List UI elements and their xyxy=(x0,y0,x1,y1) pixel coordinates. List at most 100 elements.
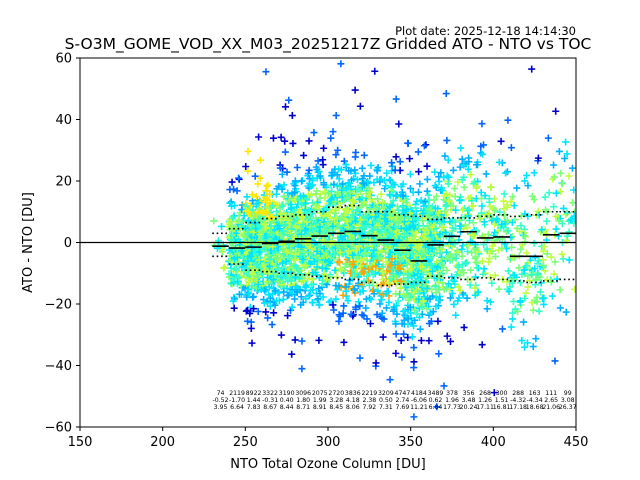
scatter-point xyxy=(240,212,248,220)
bin-stat-label: 1.80 xyxy=(296,397,310,404)
scatter-point xyxy=(274,222,282,230)
scatter-point xyxy=(273,297,281,305)
scatter-point xyxy=(498,325,506,333)
scatter-point xyxy=(353,176,361,184)
scatter-point xyxy=(349,196,357,204)
scatter-point xyxy=(320,218,328,226)
scatter-point xyxy=(260,220,268,228)
scatter-point xyxy=(449,224,457,232)
scatter-point xyxy=(229,297,237,305)
scatter-point xyxy=(478,341,486,349)
scatter-point xyxy=(415,245,423,253)
scatter-point xyxy=(433,403,441,411)
bin-stat-label: 11.21 xyxy=(410,404,428,411)
scatter-point xyxy=(410,344,418,352)
scatter-point xyxy=(389,269,397,277)
bin-stat-label: 8.67 xyxy=(263,404,277,411)
scatter-point xyxy=(500,190,508,198)
scatter-point xyxy=(252,193,260,201)
scatter-point xyxy=(327,134,335,142)
scatter-point xyxy=(363,315,371,323)
scatter-point xyxy=(355,279,363,287)
bin-stat-label: 8.91 xyxy=(313,404,327,411)
scatter-point xyxy=(550,203,558,211)
scatter-point xyxy=(262,68,270,76)
bin-stat-label: 16.81 xyxy=(493,404,511,411)
scatter-point xyxy=(340,302,348,310)
scatter-point xyxy=(392,330,400,338)
scatter-point xyxy=(336,248,344,256)
scatter-point xyxy=(279,227,287,235)
scatter-point xyxy=(541,267,549,275)
scatter-point xyxy=(563,150,571,158)
scatter-point xyxy=(377,190,385,198)
bin-stat-label: 8.44 xyxy=(280,404,294,411)
scatter-point xyxy=(448,256,456,264)
bin-stat-label: 378 xyxy=(446,390,458,397)
scatter-point xyxy=(244,306,252,314)
scatter-point xyxy=(530,169,538,177)
scatter-point xyxy=(552,212,560,220)
x-tick-label: 200 xyxy=(150,435,175,450)
scatter-point xyxy=(335,222,343,230)
scatter-point xyxy=(278,281,286,289)
scatter-point xyxy=(297,243,305,251)
scatter-point xyxy=(426,295,434,303)
bin-stat-label: 3322 xyxy=(262,390,278,397)
scatter-point xyxy=(542,206,550,214)
scatter-point xyxy=(344,297,352,305)
scatter-point xyxy=(349,211,357,219)
scatter-point xyxy=(534,260,542,268)
scatter-point xyxy=(365,281,373,289)
scatter-point xyxy=(509,297,517,305)
scatter-point xyxy=(348,235,356,243)
scatter-point xyxy=(254,208,262,216)
scatter-point xyxy=(413,215,421,223)
scatter-point xyxy=(234,277,242,285)
scatter-point xyxy=(385,279,393,287)
scatter-point xyxy=(556,304,564,312)
scatter-point xyxy=(481,192,489,200)
scatter-point xyxy=(369,271,377,279)
scatter-point xyxy=(356,288,364,296)
scatter-point xyxy=(528,271,536,279)
scatter-point xyxy=(410,364,418,372)
bin-stat-label: 20.24 xyxy=(460,404,478,411)
scatter-point xyxy=(292,250,300,258)
scatter-point xyxy=(328,187,336,195)
x-tick-label: 450 xyxy=(564,435,589,450)
scatter-point xyxy=(410,271,418,279)
scatter-point xyxy=(558,250,566,258)
scatter-point xyxy=(534,154,542,162)
scatter-point xyxy=(458,245,466,253)
scatter-point xyxy=(552,189,560,197)
x-tick-label: 250 xyxy=(233,435,258,450)
scatter-point xyxy=(523,262,531,270)
scatter-point xyxy=(339,213,347,221)
scatter-point xyxy=(265,291,273,299)
scatter-point xyxy=(313,187,321,195)
scatter-point xyxy=(331,266,339,274)
scatter-point xyxy=(400,218,408,226)
scatter-point xyxy=(492,253,500,261)
scatter-point xyxy=(522,289,530,297)
scatter-point xyxy=(476,215,484,223)
scatter-point xyxy=(261,245,269,253)
scatter-point xyxy=(431,168,439,176)
scatter-point xyxy=(568,164,576,172)
scatter-point xyxy=(510,271,518,279)
scatter-point xyxy=(220,264,228,272)
scatter-point xyxy=(255,205,263,213)
scatter-point xyxy=(437,169,445,177)
scatter-point xyxy=(419,210,427,218)
scatter-point xyxy=(388,255,396,263)
scatter-point xyxy=(280,268,288,276)
scatter-point xyxy=(415,295,423,303)
scatter-point xyxy=(331,197,339,205)
bin-stat-label: 8922 xyxy=(246,390,262,397)
scatter-point xyxy=(411,282,419,290)
scatter-point xyxy=(392,153,400,161)
scatter-point xyxy=(412,204,420,212)
scatter-point xyxy=(386,376,394,384)
